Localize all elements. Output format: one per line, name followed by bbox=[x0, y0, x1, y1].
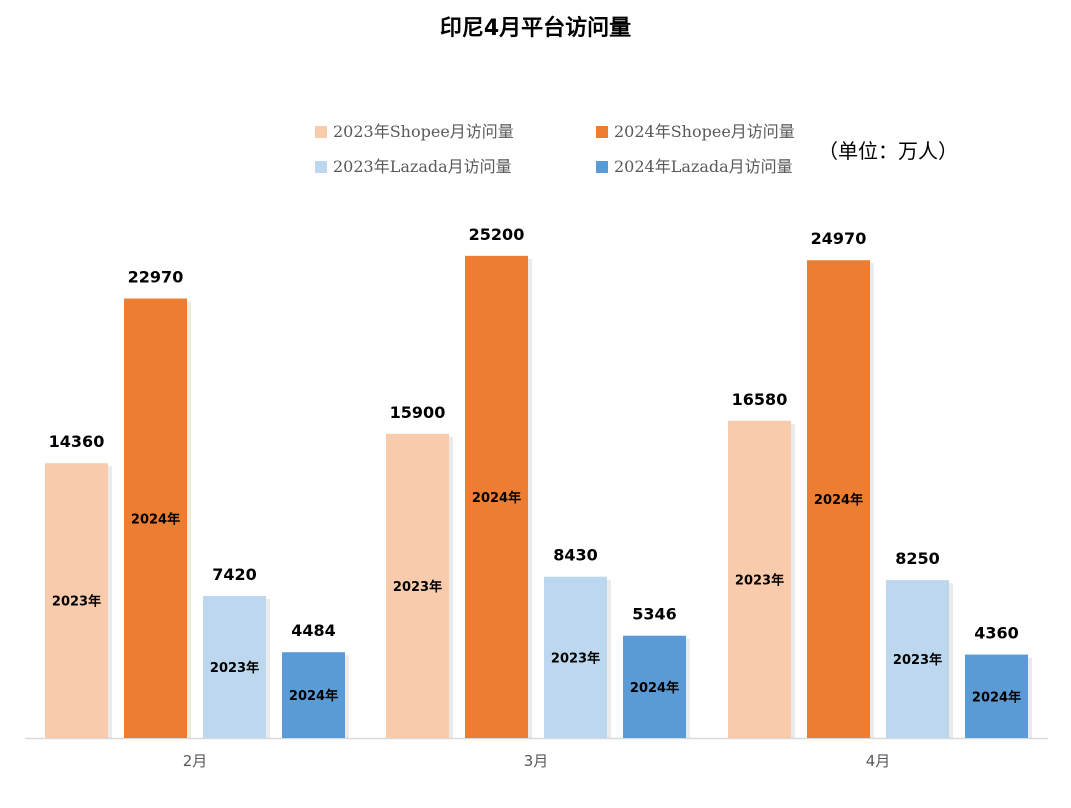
x-tick-label: 3月 bbox=[524, 752, 549, 770]
bar-year-label: 2024年 bbox=[289, 688, 338, 704]
bar bbox=[965, 654, 1028, 738]
data-label: 4484 bbox=[291, 621, 336, 640]
legend-item-shopee-2023: 2023年Shopee月访问量 bbox=[315, 118, 514, 142]
bar-year-label: 2023年 bbox=[735, 572, 784, 588]
legend-item-shopee-2024: 2024年Shopee月访问量 bbox=[596, 118, 795, 142]
bar-year-label: 2024年 bbox=[472, 490, 521, 506]
data-label: 22970 bbox=[128, 268, 184, 287]
bar bbox=[465, 255, 528, 738]
legend-label: 2024年Lazada月访问量 bbox=[614, 157, 793, 176]
bar-year-label: 2023年 bbox=[52, 594, 101, 610]
bar bbox=[386, 433, 449, 738]
legend-label: 2024年Shopee月访问量 bbox=[614, 122, 795, 141]
bar-year-label: 2023年 bbox=[210, 660, 259, 676]
bar-year-label: 2023年 bbox=[551, 650, 600, 666]
x-tick-label: 4月 bbox=[866, 752, 891, 770]
bar bbox=[544, 576, 607, 738]
data-label: 15900 bbox=[390, 403, 446, 422]
bar-year-label: 2024年 bbox=[131, 511, 180, 527]
bar bbox=[728, 420, 791, 738]
bar-year-label: 2023年 bbox=[893, 652, 942, 668]
bar-year-label: 2023年 bbox=[393, 579, 442, 595]
legend-swatch bbox=[315, 126, 327, 138]
legend-swatch bbox=[315, 161, 327, 173]
legend-label: 2023年Shopee月访问量 bbox=[333, 122, 514, 141]
data-label: 14360 bbox=[49, 432, 105, 451]
legend-swatch bbox=[596, 161, 608, 173]
bar bbox=[124, 298, 187, 738]
x-tick-label: 2月 bbox=[183, 752, 208, 770]
legend-swatch bbox=[596, 126, 608, 138]
bar-year-label: 2024年 bbox=[972, 689, 1021, 705]
data-label: 16580 bbox=[732, 390, 788, 409]
data-label: 8250 bbox=[895, 549, 940, 568]
bar-year-label: 2024年 bbox=[814, 492, 863, 508]
data-label: 24970 bbox=[811, 229, 867, 248]
legend-label: 2023年Lazada月访问量 bbox=[333, 157, 512, 176]
legend-item-lazada-2023: 2023年Lazada月访问量 bbox=[315, 153, 512, 177]
data-label: 4360 bbox=[974, 624, 1019, 643]
bar bbox=[807, 260, 870, 738]
bar bbox=[45, 463, 108, 738]
bar bbox=[203, 596, 266, 738]
data-label: 7420 bbox=[212, 565, 257, 584]
data-label: 8430 bbox=[553, 546, 598, 565]
unit-label: （单位：万人） bbox=[818, 139, 958, 163]
data-label: 25200 bbox=[469, 225, 525, 244]
chart-title: 印尼4月平台访问量 bbox=[439, 16, 632, 41]
bar-year-label: 2024年 bbox=[630, 680, 679, 696]
bar bbox=[623, 635, 686, 738]
legend-item-lazada-2024: 2024年Lazada月访问量 bbox=[596, 153, 793, 177]
data-label: 5346 bbox=[632, 605, 677, 624]
bar bbox=[282, 652, 345, 738]
bar bbox=[886, 580, 949, 738]
